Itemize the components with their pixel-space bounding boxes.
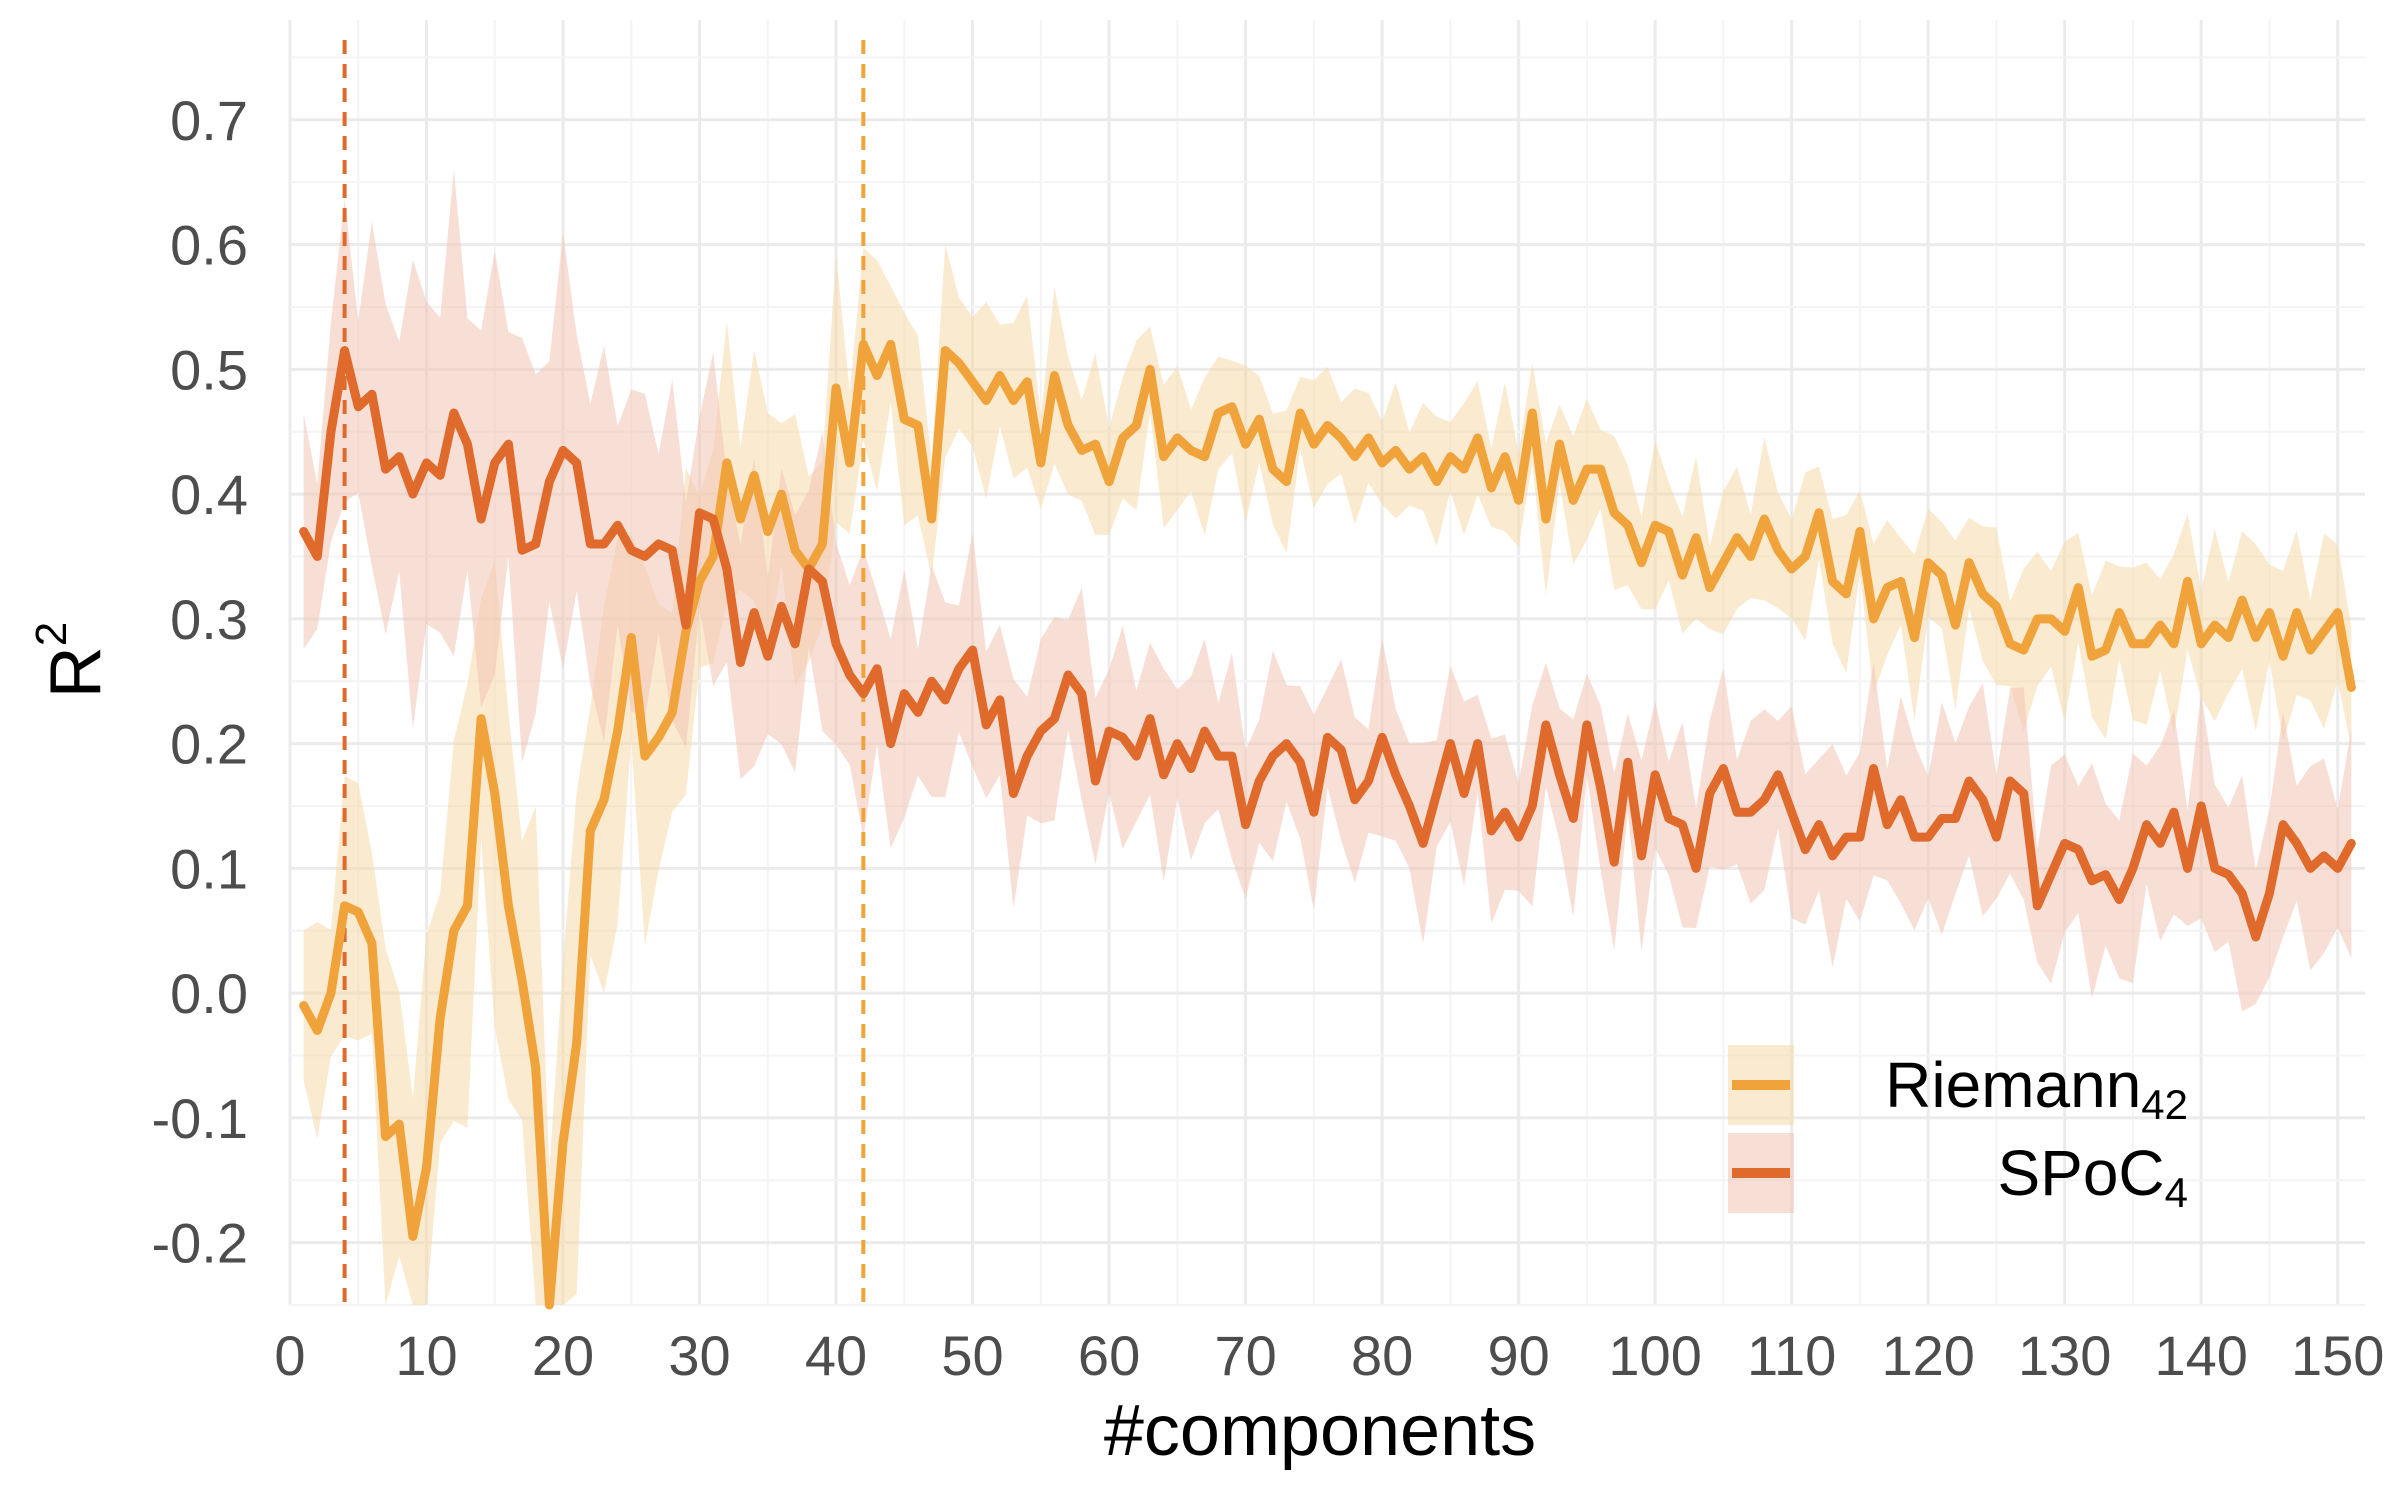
x-tick-label: 130 — [2018, 1324, 2111, 1387]
y-tick-label: 0.5 — [170, 338, 248, 401]
legend: Riemann42 SPoC4 — [1728, 1045, 2188, 1216]
reference-lines — [342, 40, 866, 1305]
x-tick-label: 20 — [532, 1324, 594, 1387]
y-tick-label: 0.7 — [170, 89, 248, 152]
confidence-band-spoc — [303, 169, 2352, 1012]
series-lines — [299, 339, 2356, 1310]
y-axis-title-superscript: 2 — [27, 622, 76, 646]
confidence-bands — [303, 169, 2352, 1305]
y-axis-tick-labels: -0.2 -0.1 0.0 0.1 0.2 0.3 0.4 0.5 0.6 0.7 — [152, 89, 249, 1275]
x-axis-title: #components — [1104, 1391, 1536, 1471]
x-tick-label: 100 — [1608, 1324, 1701, 1387]
y-tick-label: -0.1 — [152, 1087, 249, 1150]
y-tick-label: 0.2 — [170, 713, 248, 776]
x-tick-label: 70 — [1214, 1324, 1276, 1387]
x-tick-label: 90 — [1487, 1324, 1549, 1387]
y-tick-label: 0.0 — [170, 962, 248, 1025]
x-tick-label: 50 — [941, 1324, 1003, 1387]
x-tick-label: 150 — [2291, 1324, 2384, 1387]
legend-label: Riemann42 — [1885, 1049, 2188, 1128]
x-axis-tick-labels: 0 10 20 30 40 50 60 70 80 90 100 110 120 130 140 150 — [274, 1324, 2384, 1387]
series-line-riemann — [299, 339, 2356, 1310]
svg-text:R2: R2 — [27, 622, 116, 698]
y-tick-label: 0.3 — [170, 588, 248, 651]
x-tick-label: 60 — [1078, 1324, 1140, 1387]
x-tick-label: 30 — [668, 1324, 730, 1387]
y-axis-title-base: R — [36, 646, 116, 698]
x-tick-label: 40 — [805, 1324, 867, 1387]
x-tick-label: 120 — [1881, 1324, 1974, 1387]
legend-item-spoc: SPoC4 — [1728, 1133, 2188, 1216]
y-tick-label: -0.2 — [152, 1212, 249, 1275]
x-tick-label: 140 — [2154, 1324, 2247, 1387]
y-axis-title: R2 — [27, 622, 116, 698]
x-tick-label: 10 — [395, 1324, 457, 1387]
x-tick-label: 80 — [1351, 1324, 1413, 1387]
x-tick-label: 0 — [274, 1324, 305, 1387]
series-line-spoc — [299, 346, 2356, 942]
x-tick-label: 110 — [1747, 1324, 1836, 1387]
y-tick-label: 0.4 — [170, 463, 248, 526]
legend-item-riemann: Riemann42 — [1728, 1045, 2188, 1128]
y-tick-label: 0.6 — [170, 214, 248, 277]
y-tick-label: 0.1 — [170, 837, 248, 900]
legend-label: SPoC4 — [1997, 1137, 2188, 1216]
